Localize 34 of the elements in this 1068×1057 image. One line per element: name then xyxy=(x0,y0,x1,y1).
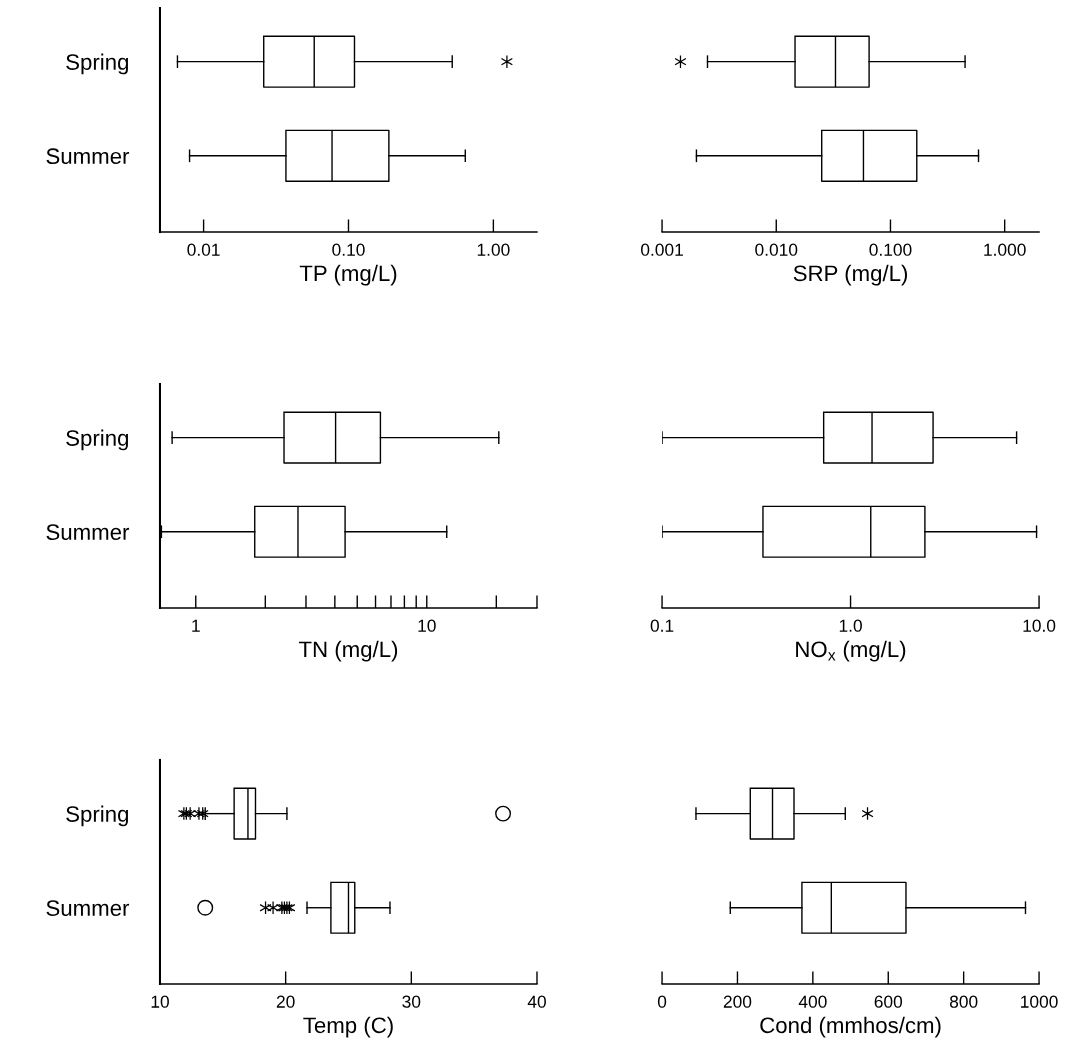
x-tick-label: 0.100 xyxy=(869,243,912,256)
y-tick-label: Spring xyxy=(66,429,128,451)
x-tick-label: 1.00 xyxy=(477,243,510,256)
y-tick-label: Spring xyxy=(66,53,128,75)
x-tick-label: 0.10 xyxy=(332,243,365,256)
x-tick-label: 20 xyxy=(276,995,295,1008)
x-tick-label: 0.01 xyxy=(187,243,220,256)
x-tick-label: 1.000 xyxy=(984,243,1026,256)
y-tick-label: Spring xyxy=(66,805,128,827)
x-tick-label: 0.1 xyxy=(650,619,674,632)
x-tick-label: 10.0 xyxy=(1023,619,1056,632)
x-axis-title: TN (mg/L) xyxy=(298,640,398,662)
x-axis-title: Cond (mmhos/cm) xyxy=(760,1016,941,1038)
x-tick-label: 0.001 xyxy=(641,243,683,256)
x-tick-label: 1.0 xyxy=(839,619,862,632)
x-tick-label: 800 xyxy=(949,995,978,1008)
x-tick-label: 1 xyxy=(192,619,200,632)
x-tick-label: 10 xyxy=(151,995,169,1008)
x-tick-label: 40 xyxy=(527,995,546,1008)
x-tick-label: 1000 xyxy=(1021,995,1058,1008)
x-tick-label: 10 xyxy=(418,619,436,632)
x-tick-label: 0 xyxy=(657,995,667,1008)
x-tick-label: 600 xyxy=(874,995,903,1008)
x-axis-title: TP (mg/L) xyxy=(299,264,397,286)
x-tick-label: 0.010 xyxy=(755,243,798,256)
x-tick-label: 400 xyxy=(798,995,827,1008)
x-axis-title: Temp (C) xyxy=(303,1016,393,1038)
y-tick-label: Summer xyxy=(46,148,130,165)
y-tick-label: Summer xyxy=(46,900,130,916)
x-axis-title: NO$_{x}$ (mg/L) xyxy=(796,640,906,662)
x-axis-title: SRP (mg/L) xyxy=(793,264,908,286)
x-tick-label: 200 xyxy=(723,995,752,1008)
x-tick-label: 30 xyxy=(402,995,421,1008)
y-tick-label: Summer xyxy=(46,524,130,541)
